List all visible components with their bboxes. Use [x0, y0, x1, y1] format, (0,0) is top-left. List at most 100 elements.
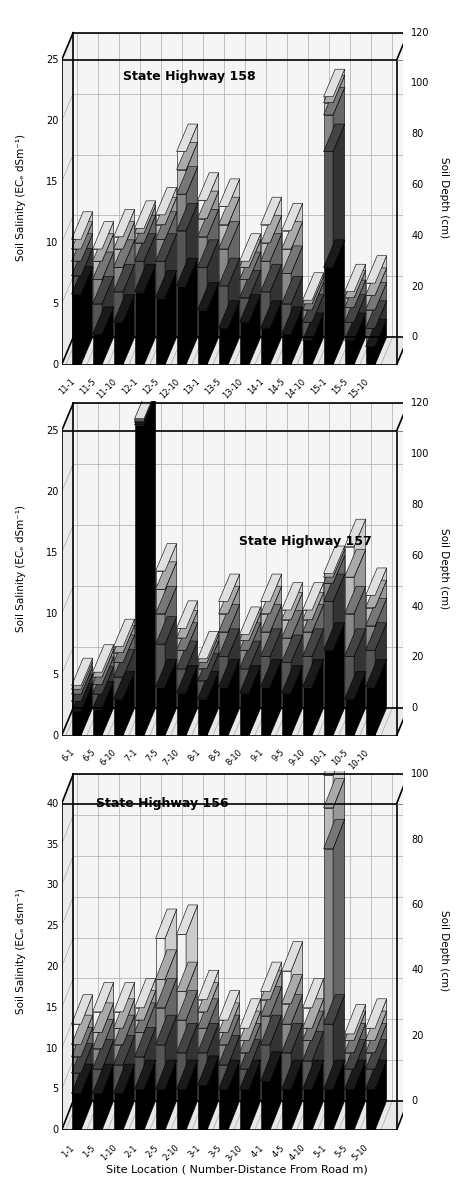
Bar: [177, 1052, 186, 1090]
Polygon shape: [92, 666, 114, 694]
Bar: [114, 653, 123, 663]
Polygon shape: [333, 550, 345, 584]
Polygon shape: [282, 592, 302, 620]
Polygon shape: [228, 1060, 240, 1130]
Polygon shape: [177, 641, 198, 669]
Bar: [135, 1008, 144, 1020]
Polygon shape: [375, 659, 387, 736]
Bar: [345, 1041, 354, 1052]
Polygon shape: [102, 657, 114, 694]
Bar: [365, 1041, 375, 1052]
Polygon shape: [72, 1015, 92, 1044]
Polygon shape: [73, 32, 408, 337]
Polygon shape: [92, 657, 114, 684]
Polygon shape: [123, 999, 135, 1044]
Polygon shape: [207, 1024, 219, 1085]
Polygon shape: [270, 574, 282, 614]
Polygon shape: [333, 547, 345, 578]
Polygon shape: [312, 1060, 324, 1130]
Polygon shape: [81, 249, 92, 294]
Text: 20: 20: [46, 962, 58, 972]
Bar: [177, 637, 186, 651]
Text: 5-10: 5-10: [351, 1143, 370, 1163]
Polygon shape: [282, 246, 302, 274]
Polygon shape: [302, 999, 324, 1029]
Polygon shape: [312, 273, 324, 304]
Polygon shape: [270, 987, 282, 1044]
Text: 3-1: 3-1: [186, 1143, 202, 1159]
Text: 100: 100: [411, 450, 429, 459]
Text: 4-1: 4-1: [249, 1143, 265, 1159]
Polygon shape: [165, 188, 177, 225]
Polygon shape: [207, 635, 219, 669]
Polygon shape: [365, 268, 387, 295]
Polygon shape: [333, 574, 345, 651]
Polygon shape: [102, 1003, 114, 1049]
Bar: [365, 687, 375, 736]
Polygon shape: [228, 1015, 240, 1064]
Polygon shape: [375, 1011, 387, 1052]
Polygon shape: [219, 586, 240, 614]
Polygon shape: [207, 631, 219, 663]
Polygon shape: [73, 774, 408, 1100]
Text: 14-5: 14-5: [267, 377, 286, 397]
Polygon shape: [155, 586, 177, 614]
Polygon shape: [324, 69, 345, 97]
Bar: [72, 701, 81, 712]
Bar: [155, 645, 165, 687]
Text: 20: 20: [46, 487, 58, 496]
Bar: [365, 608, 375, 626]
Text: 15: 15: [46, 177, 58, 187]
Polygon shape: [302, 282, 324, 310]
Polygon shape: [375, 999, 387, 1041]
Polygon shape: [186, 1060, 198, 1130]
Polygon shape: [249, 270, 261, 322]
Polygon shape: [165, 197, 177, 239]
Polygon shape: [240, 240, 261, 267]
Bar: [177, 286, 186, 365]
Bar: [92, 672, 102, 677]
Text: 5: 5: [52, 299, 58, 309]
Bar: [345, 322, 354, 341]
Polygon shape: [62, 403, 73, 736]
Bar: [155, 239, 165, 261]
Polygon shape: [354, 280, 365, 322]
Polygon shape: [219, 604, 240, 631]
Bar: [177, 231, 186, 286]
Polygon shape: [155, 212, 177, 239]
Polygon shape: [354, 519, 365, 578]
Polygon shape: [324, 550, 345, 578]
Text: 6-5: 6-5: [82, 748, 97, 764]
Bar: [198, 310, 207, 365]
Polygon shape: [324, 240, 345, 267]
Polygon shape: [114, 240, 135, 267]
Polygon shape: [249, 1011, 261, 1052]
Bar: [365, 1069, 375, 1090]
Polygon shape: [62, 337, 408, 365]
Polygon shape: [261, 659, 282, 687]
Polygon shape: [144, 990, 155, 1032]
Polygon shape: [365, 580, 387, 608]
Polygon shape: [270, 1051, 282, 1130]
Polygon shape: [219, 629, 240, 657]
Polygon shape: [228, 574, 240, 614]
Polygon shape: [165, 978, 177, 1044]
Bar: [135, 1057, 144, 1090]
Bar: [282, 274, 291, 304]
Bar: [155, 980, 165, 1008]
Polygon shape: [186, 641, 198, 692]
Polygon shape: [155, 562, 177, 590]
Polygon shape: [135, 1027, 155, 1057]
Bar: [345, 298, 354, 307]
Polygon shape: [228, 604, 240, 657]
Text: 7-1: 7-1: [123, 748, 139, 764]
Polygon shape: [219, 197, 240, 225]
Text: 10-10: 10-10: [347, 748, 370, 771]
Text: Soil Depth (cm): Soil Depth (cm): [439, 910, 449, 991]
Polygon shape: [302, 1031, 324, 1061]
Bar: [155, 939, 165, 980]
Polygon shape: [219, 1003, 240, 1032]
Polygon shape: [177, 611, 198, 637]
Polygon shape: [302, 659, 324, 687]
Polygon shape: [219, 574, 240, 602]
